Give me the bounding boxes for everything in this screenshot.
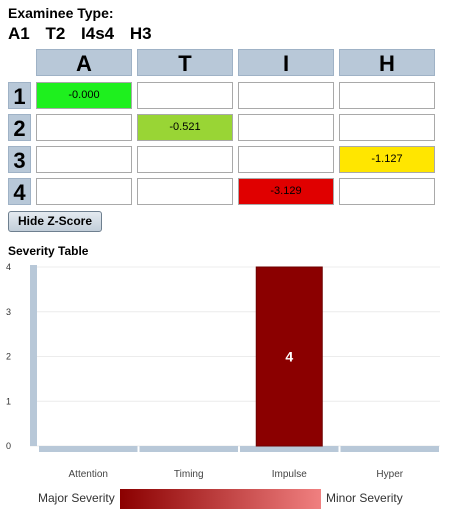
grid-cell <box>137 146 233 173</box>
hide-zscore-button[interactable]: Hide Z-Score <box>8 211 102 232</box>
x-category-label: Hyper <box>376 469 403 480</box>
row-header-2: 2 <box>8 114 31 141</box>
row-header-3: 3 <box>8 146 31 173</box>
severity-bar-chart: 0 1 2 3 4 Attention Timing 4 Impulse Hyper <box>6 262 440 480</box>
bar-data-label: 4 <box>285 349 293 365</box>
y-tick-label: 2 <box>6 352 11 362</box>
examinee-code: I4s4 <box>81 24 115 43</box>
grid-cell: -0.000 <box>36 82 132 109</box>
examinee-code: T2 <box>45 24 66 43</box>
legend-minor-label: Minor Severity <box>326 491 403 505</box>
baseline-segment <box>340 446 439 452</box>
column-header-h: H <box>339 49 435 76</box>
grid-cell <box>238 82 334 109</box>
column-header-i: I <box>238 49 334 76</box>
grid-cell <box>137 178 233 205</box>
grid-cell <box>339 114 435 141</box>
examinee-type-codes: A1 T2 I4s4 H3 <box>8 24 161 44</box>
y-tick-label: 3 <box>6 307 11 317</box>
grid-cell <box>137 82 233 109</box>
examinee-code: H3 <box>129 24 152 43</box>
y-tick-label: 1 <box>6 396 11 406</box>
x-category-label: Impulse <box>272 469 307 480</box>
column-header-a: A <box>36 49 132 76</box>
grid-cell <box>36 114 132 141</box>
y-tick-label: 4 <box>6 262 11 272</box>
grid-cell <box>238 114 334 141</box>
grid-cell: -0.521 <box>137 114 233 141</box>
x-category-label: Timing <box>174 469 204 480</box>
column-header-t: T <box>137 49 233 76</box>
legend-major-label: Major Severity <box>38 491 115 505</box>
grid-cell <box>339 178 435 205</box>
bar-impulse <box>255 266 323 447</box>
severity-table-title: Severity Table <box>8 244 89 258</box>
grid-cell <box>36 178 132 205</box>
x-category-label: Attention <box>69 469 108 480</box>
baseline-segment <box>240 446 339 452</box>
grid-cell <box>339 82 435 109</box>
y-tick-label: 0 <box>6 441 11 451</box>
examinee-type-title: Examinee Type: <box>8 5 114 21</box>
grid-cell <box>238 146 334 173</box>
row-header-1: 1 <box>8 82 31 109</box>
grid-cell: -3.129 <box>238 178 334 205</box>
row-header-4: 4 <box>8 178 31 205</box>
baseline-segment <box>39 446 138 452</box>
grid-cell <box>36 146 132 173</box>
baseline-segment <box>139 446 238 452</box>
severity-gradient-legend <box>120 489 321 509</box>
y-axis-bar <box>30 265 37 446</box>
grid-cell: -1.127 <box>339 146 435 173</box>
examinee-code: A1 <box>8 24 30 43</box>
